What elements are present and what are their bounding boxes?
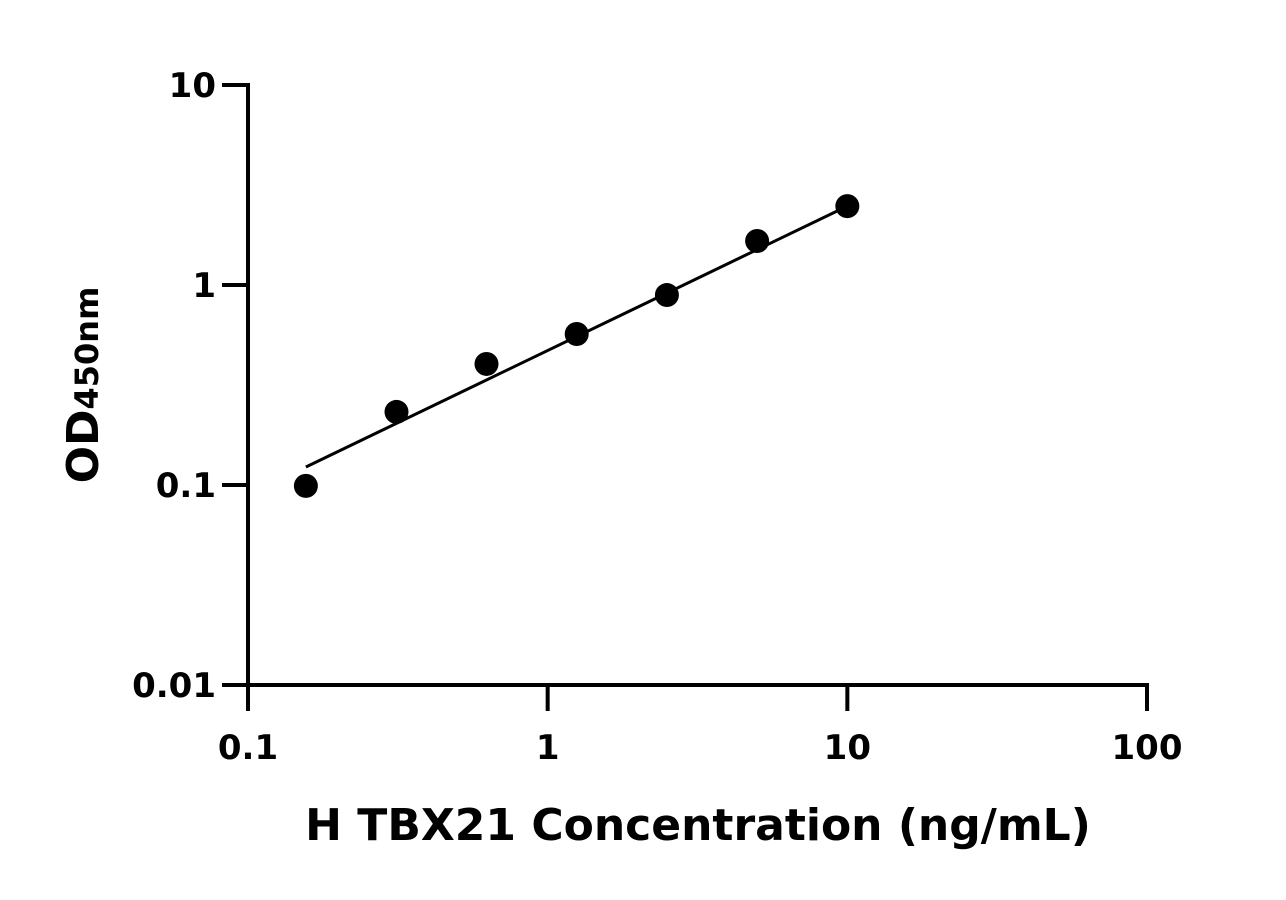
data-point <box>564 321 589 346</box>
y-tick-label: 0.1 <box>156 466 216 506</box>
data-point <box>654 283 679 308</box>
y-axis-label: OD450nm <box>58 287 109 484</box>
y-tick-label: 0.01 <box>132 666 216 706</box>
x-tick-label: 1 <box>536 728 560 768</box>
y-axis-label-sub: 450nm <box>68 287 106 410</box>
y-tick-label: 10 <box>169 66 216 106</box>
x-axis-label: H TBX21 Concentration (ng/mL) <box>305 800 1091 851</box>
x-tick-label: 0.1 <box>218 728 278 768</box>
x-tick-label: 100 <box>1112 728 1183 768</box>
data-point <box>384 399 409 424</box>
y-axis-label-main: OD <box>58 409 109 483</box>
x-tick-label: 10 <box>824 728 871 768</box>
data-point <box>745 228 770 253</box>
data-point <box>835 194 860 219</box>
data-point <box>474 351 499 376</box>
marks <box>293 194 860 498</box>
data-point <box>293 473 318 498</box>
y-tick-label: 1 <box>192 266 216 306</box>
